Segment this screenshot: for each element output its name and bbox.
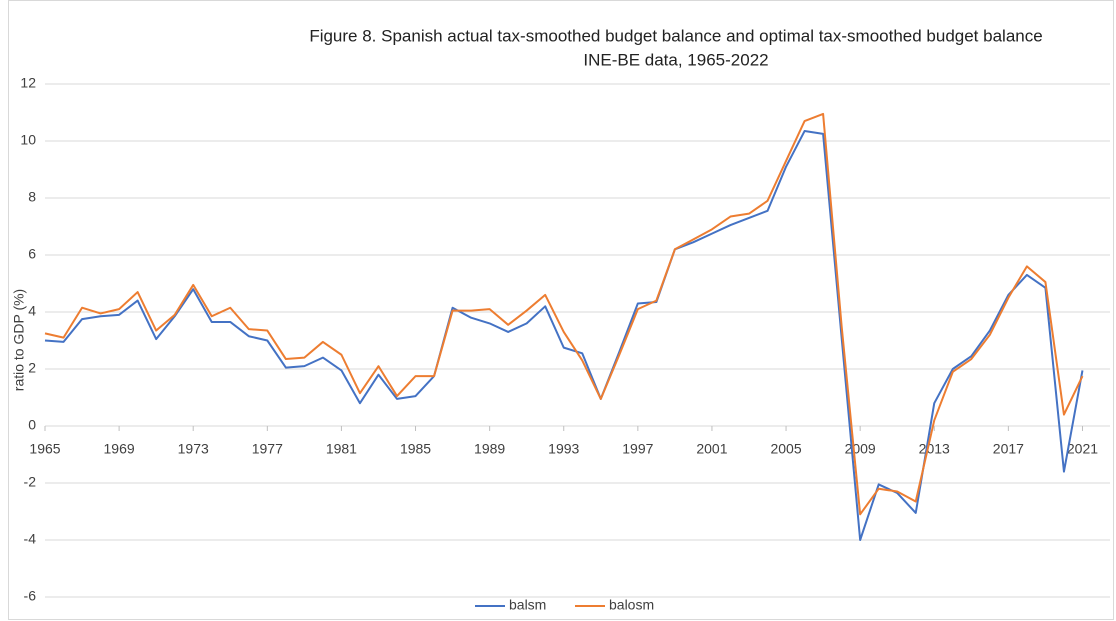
- x-tick-label: 2001: [696, 441, 727, 457]
- y-tick-label: 6: [28, 246, 36, 262]
- y-tick-label: 10: [20, 132, 36, 148]
- chart-frame: [8, 0, 1114, 620]
- x-tick-label: 1981: [326, 441, 357, 457]
- y-tick-label: 8: [28, 189, 36, 205]
- x-tick-label: 1965: [29, 441, 60, 457]
- y-tick-label: 2: [28, 360, 36, 376]
- y-tick-label: -2: [24, 474, 37, 490]
- x-tick-label: 1977: [252, 441, 283, 457]
- y-tick-label: 4: [28, 303, 36, 319]
- y-tick-label: -6: [24, 588, 37, 604]
- x-tick-label: 2017: [993, 441, 1024, 457]
- chart-subtitle: INE-BE data, 1965-2022: [583, 50, 768, 69]
- line-series: [44, 112, 1084, 516]
- x-tick-label: 2013: [919, 441, 950, 457]
- x-tick-label: 1973: [178, 441, 209, 457]
- y-tick-label: 12: [20, 75, 36, 91]
- x-tick-label: 1993: [548, 441, 579, 457]
- x-tick-label: 1985: [400, 441, 431, 457]
- legend-label: balosm: [609, 597, 654, 613]
- legend-label: balsm: [509, 597, 546, 613]
- y-tick-label: 0: [28, 417, 36, 433]
- x-tick-label: 2005: [770, 441, 801, 457]
- x-tick-label: 2021: [1067, 441, 1098, 457]
- x-tick-label: 1997: [622, 441, 653, 457]
- chart-title: Figure 8. Spanish actual tax-smoothed bu…: [309, 26, 1042, 45]
- y-tick-label: -4: [24, 531, 37, 547]
- line-series: [44, 130, 1084, 541]
- y-axis-label: ratio to GDP (%): [11, 289, 27, 391]
- x-tick-label: 2009: [845, 441, 876, 457]
- x-tick-label: 1989: [474, 441, 505, 457]
- x-tick-label: 1969: [104, 441, 135, 457]
